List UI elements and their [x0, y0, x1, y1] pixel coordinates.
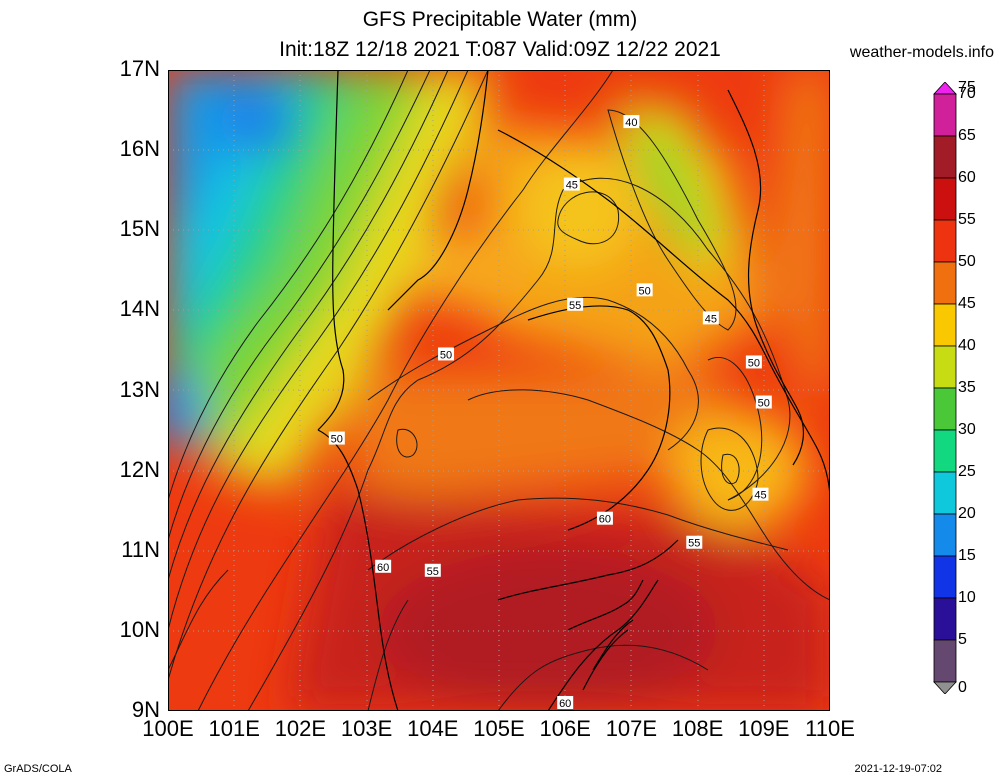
contour-label: 50	[755, 395, 772, 410]
lon-label: 101E	[208, 716, 260, 741]
svg-text:40: 40	[625, 117, 637, 129]
colorbar-label: 10	[958, 589, 976, 606]
lat-label: 11N	[121, 536, 160, 562]
svg-text:60: 60	[377, 562, 389, 574]
svg-text:50: 50	[639, 285, 651, 297]
colorbar-swatch	[933, 345, 957, 389]
colorbar-label: 55	[958, 211, 976, 228]
chart-title: GFS Precipitable Water (mm)	[362, 8, 638, 31]
lon-label: 102E	[274, 716, 327, 741]
svg-text:45: 45	[754, 490, 766, 502]
colorbar-label: 35	[958, 379, 976, 396]
lat-label: 9N	[131, 697, 160, 722]
colorbar-label: 40	[958, 337, 976, 354]
colorbar-swatch	[933, 387, 957, 431]
contour-label: 50	[636, 283, 653, 297]
colorbar-swatch	[933, 681, 957, 695]
svg-text:60: 60	[599, 514, 611, 526]
contour-label: 60	[375, 559, 392, 574]
colorbar-swatch	[933, 135, 957, 179]
contour-label: 60	[596, 511, 613, 526]
colorbar-swatch	[933, 429, 957, 473]
colorbar-label: 50	[958, 253, 976, 270]
contour-label: 60	[557, 695, 574, 710]
lat-label: 13N	[119, 376, 160, 402]
colorbar-swatch	[933, 555, 957, 599]
colorbar-label: 20	[958, 505, 976, 522]
svg-text:55: 55	[569, 300, 581, 312]
credit-label: GrADS/COLA	[4, 763, 72, 775]
precip-field	[168, 70, 830, 711]
lon-label: 105E	[473, 716, 525, 741]
contour-label: 50	[745, 355, 762, 369]
contour-label: 55	[567, 297, 584, 312]
svg-text:50: 50	[758, 398, 770, 410]
colorbar-label: 25	[958, 463, 976, 480]
grid-lines	[168, 70, 830, 711]
colorbar-label: 70	[958, 85, 976, 102]
contour-label: 45	[752, 487, 769, 502]
colorbar-swatch	[933, 177, 957, 221]
colorbar-swatch	[933, 261, 957, 305]
colorbar-label: 75	[958, 79, 976, 96]
contour-lines	[168, 70, 830, 711]
svg-text:50: 50	[440, 349, 452, 361]
svg-text:55: 55	[688, 538, 700, 550]
svg-text:50: 50	[748, 357, 760, 369]
colorbar-swatch	[933, 471, 957, 515]
svg-text:60: 60	[559, 698, 571, 710]
colorbar-label: 65	[958, 127, 976, 144]
colorbar-label: 15	[958, 547, 976, 564]
lon-label: 100E	[142, 716, 194, 741]
lat-label: 15N	[119, 216, 160, 242]
lat-label: 17N	[119, 56, 160, 81]
colorbar-label: 5	[958, 631, 967, 648]
lon-label: 110E	[805, 716, 855, 741]
colorbar-swatch	[933, 597, 957, 641]
contour-label: 40	[623, 115, 640, 129]
colorbar-swatch	[933, 93, 957, 137]
lon-label: 108E	[671, 716, 724, 741]
lon-label: 107E	[605, 716, 658, 741]
colorbar-swatch	[933, 303, 957, 347]
lon-label: 103E	[340, 716, 393, 741]
precipitable-water-map: 40 45 50 55 45 50 50 50 50 45 60 55 60 55 60	[168, 70, 830, 711]
contour-label: 55	[686, 535, 703, 550]
site-label: weather-models.info	[849, 44, 994, 61]
contour-label: 45	[702, 311, 719, 325]
colorbar-swatch	[933, 639, 957, 683]
svg-text:45: 45	[705, 313, 717, 325]
chart-subtitle: Init:18Z 12/18 2021 T:087 Valid:09Z 12/2…	[279, 38, 721, 61]
contour-label: 50	[328, 431, 345, 446]
colorbar-swatch	[933, 81, 957, 95]
lon-label: 106E	[539, 716, 591, 741]
svg-text:55: 55	[427, 566, 439, 578]
contour-label: 55	[424, 563, 441, 578]
lat-label: 14N	[119, 296, 160, 322]
colorbar	[930, 81, 960, 695]
coastline-borders	[317, 70, 830, 711]
colorbar-swatch	[933, 219, 957, 263]
contour-labels: 40 45 50 55 45 50 50 50 50 45 60 55 60 55 60	[328, 115, 772, 710]
colorbar-swatch	[933, 513, 957, 557]
colorbar-label: 45	[958, 295, 976, 312]
lat-label: 16N	[119, 136, 160, 162]
colorbar-label: 60	[958, 169, 976, 186]
lat-label: 10N	[119, 616, 160, 642]
svg-text:50: 50	[331, 434, 343, 446]
lon-label: 104E	[407, 716, 459, 741]
svg-text:45: 45	[566, 180, 578, 192]
contour-label: 50	[438, 347, 455, 361]
lon-label: 109E	[738, 716, 790, 741]
colorbar-label: 0	[958, 679, 967, 696]
lat-label: 12N	[119, 456, 160, 482]
colorbar-label: 30	[958, 421, 976, 438]
contour-label: 45	[563, 177, 580, 192]
timestamp-label: 2021-12-19-07:02	[854, 763, 942, 775]
